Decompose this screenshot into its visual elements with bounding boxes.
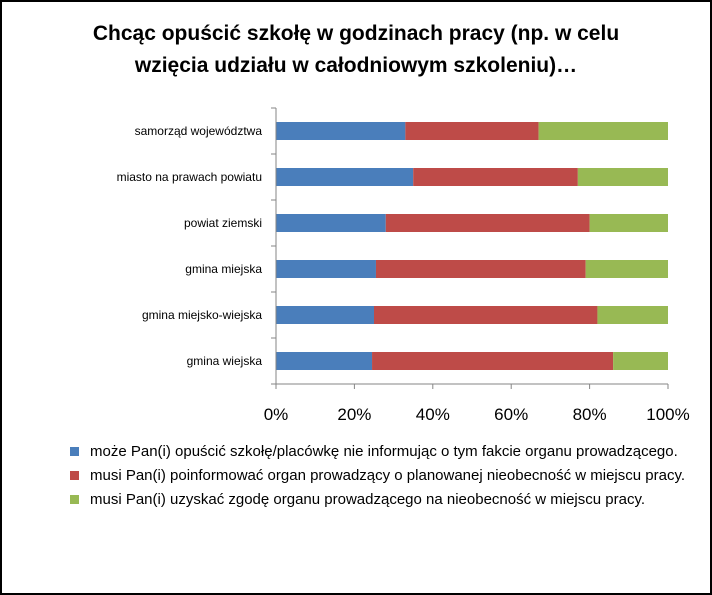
chart-legend: może Pan(i) opuścić szkołę/placówkę nie … <box>70 440 690 511</box>
legend-swatch-3 <box>70 495 79 504</box>
bar-4-series-2 <box>375 260 586 278</box>
x-tick-label-1: 0% <box>264 405 289 424</box>
legend-label-3: musi Pan(i) uzyskać zgodę organu prowadz… <box>90 491 646 508</box>
category-label-3: powiat ziemski <box>184 216 262 230</box>
category-label-5: gmina miejsko-wiejska <box>142 308 262 322</box>
bar-3-series-1 <box>276 214 386 232</box>
legend-swatch-1 <box>70 447 79 456</box>
bar-4-series-3 <box>585 260 668 278</box>
bar-5-series-1 <box>276 306 374 324</box>
chart-title-line-1: Chcąc opuścić szkołę w godzinach pracy (… <box>92 22 620 45</box>
bar-6-series-1 <box>276 352 373 370</box>
category-label-1: samorząd województwa <box>135 124 263 138</box>
bar-2-series-2 <box>413 168 578 186</box>
bar-5-series-2 <box>374 306 598 324</box>
bar-3-series-3 <box>589 214 668 232</box>
bar-4-series-1 <box>276 260 376 278</box>
category-label-6: gmina wiejska <box>187 354 263 368</box>
x-tick-label-4: 60% <box>494 405 528 424</box>
chart-title-line-2: wzięcia udziału w całodniowym szkoleniu)… <box>134 54 578 77</box>
x-tick-label-2: 20% <box>337 405 371 424</box>
legend-item-3: musi Pan(i) uzyskać zgodę organu prowadz… <box>70 488 690 511</box>
legend-item-2: musi Pan(i) poinformować organ prowadząc… <box>70 464 690 487</box>
legend-swatch-2 <box>70 471 79 480</box>
bar-1-series-2 <box>405 122 539 140</box>
bar-2-series-1 <box>276 168 414 186</box>
bar-1-series-1 <box>276 122 406 140</box>
bar-3-series-2 <box>385 214 590 232</box>
x-tick-label-5: 80% <box>573 405 607 424</box>
legend-label-2: musi Pan(i) poinformować organ prowadząc… <box>90 467 686 484</box>
chart-title: Chcąc opuścić szkołę w godzinach pracy (… <box>40 18 672 82</box>
bar-2-series-3 <box>577 168 668 186</box>
bar-1-series-3 <box>538 122 668 140</box>
x-tick-label-6: 100% <box>646 405 689 424</box>
category-label-4: gmina miejska <box>185 262 262 276</box>
x-tick-label-3: 40% <box>416 405 450 424</box>
category-label-2: miasto na prawach powiatu <box>117 170 262 184</box>
bar-6-series-2 <box>372 352 614 370</box>
legend-item-1: może Pan(i) opuścić szkołę/placówkę nie … <box>70 440 690 463</box>
bar-5-series-3 <box>597 306 668 324</box>
bar-6-series-3 <box>613 352 668 370</box>
legend-label-1: może Pan(i) opuścić szkołę/placówkę nie … <box>90 443 678 460</box>
bar-chart-plot: samorząd województwa miasto na prawach po… <box>117 107 690 424</box>
